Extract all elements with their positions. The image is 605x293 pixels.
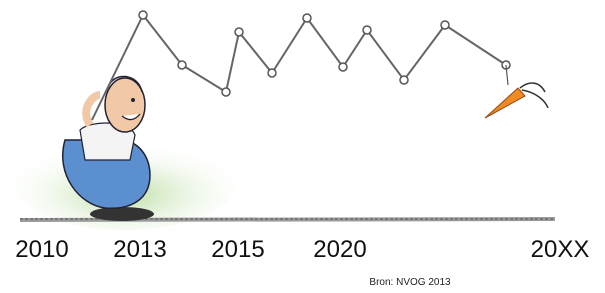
year-label: 2015 xyxy=(211,236,264,263)
year-label: 2010 xyxy=(15,236,68,263)
illustration: 2010 2013 2015 2020 20XX Bron: NVOG 2013 xyxy=(0,0,605,293)
joints xyxy=(139,11,510,96)
year-label: 20XX xyxy=(531,236,590,263)
year-label: 2020 xyxy=(313,236,366,263)
source-note: Bron: NVOG 2013 xyxy=(369,277,451,288)
carrot xyxy=(485,65,548,118)
shoes xyxy=(90,207,154,221)
year-label: 2013 xyxy=(113,236,166,263)
zigzag-line xyxy=(92,15,506,120)
